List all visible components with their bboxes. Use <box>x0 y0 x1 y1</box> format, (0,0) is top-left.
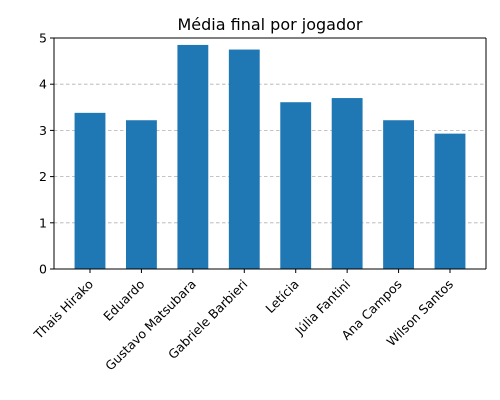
bar <box>331 98 363 269</box>
y-tick-label: 1 <box>39 215 47 230</box>
axes <box>53 37 487 270</box>
bar <box>74 112 106 270</box>
bar <box>177 44 209 270</box>
y-tick-label: 4 <box>39 77 47 92</box>
bar <box>434 133 466 269</box>
y-tick-label: 2 <box>39 169 47 184</box>
y-ticks: 0 1 2 3 4 5 <box>39 31 54 277</box>
y-tick-label: 5 <box>39 31 47 46</box>
chart-title: Média final por jogador <box>177 15 362 34</box>
y-tick-label: 3 <box>39 123 47 138</box>
bar <box>280 102 312 269</box>
bar <box>126 120 157 270</box>
bar <box>228 49 260 269</box>
x-tick-label: Thais Hirako <box>30 277 96 343</box>
y-tick-label: 0 <box>39 262 47 277</box>
x-tick-label: Letícia <box>262 277 301 316</box>
grid-lines <box>54 83 486 224</box>
x-tick-label: Gustavo Matsubara <box>102 277 199 374</box>
x-tick-label: Eduardo <box>100 277 147 324</box>
bars <box>74 44 466 270</box>
bar <box>383 120 414 270</box>
